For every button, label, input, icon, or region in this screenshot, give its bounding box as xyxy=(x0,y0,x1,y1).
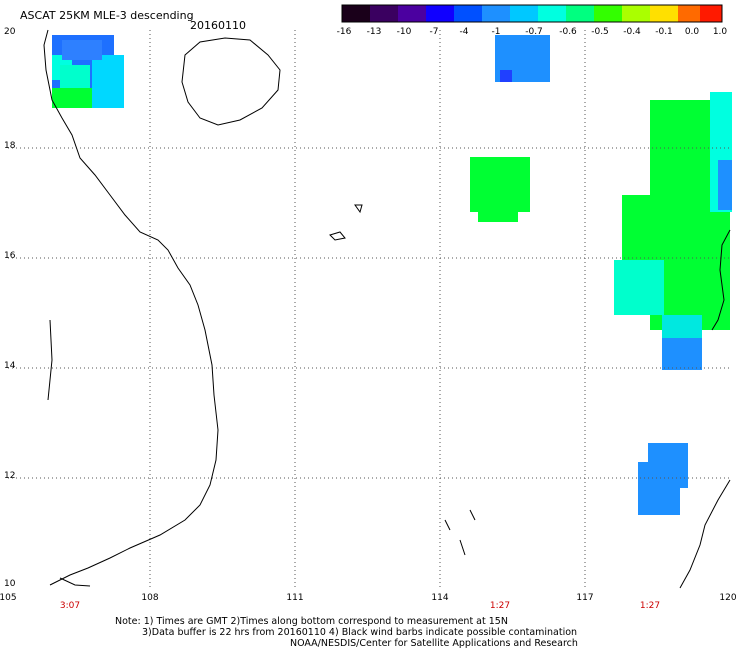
lat-label-12: 12 xyxy=(4,471,16,481)
lat-label-20: 20 xyxy=(4,27,16,37)
time-label: 1:27 xyxy=(639,601,661,611)
colorbar-tick: -16 xyxy=(336,27,352,37)
lon-label-117: 117 xyxy=(576,593,594,603)
colorbar-tick: 1.0 xyxy=(712,27,728,37)
lat-lon-grid xyxy=(8,30,730,588)
lon-label-111: 111 xyxy=(286,593,304,603)
colorbar-tick: -0.1 xyxy=(655,27,673,37)
wind-data-swaths xyxy=(52,35,732,515)
note-line-1: Note: 1) Times are GMT 2)Times along bot… xyxy=(115,616,508,627)
note-line-3: NOAA/NESDIS/Center for Satellite Applica… xyxy=(290,638,578,649)
colorbar-tick: -0.6 xyxy=(559,27,577,37)
colorbar-tick: -13 xyxy=(366,27,382,37)
lat-label-14: 14 xyxy=(4,361,16,371)
colorbar-tick: -4 xyxy=(459,27,469,37)
time-label: 3:07 xyxy=(59,601,81,611)
lon-label-105: 105 xyxy=(0,593,17,603)
colorbar-tick: -0.4 xyxy=(623,27,641,37)
colorbar-tick: -0.5 xyxy=(591,27,609,37)
colorbar-tick: 0.0 xyxy=(684,27,700,37)
map-title: ASCAT 25KM MLE-3 descending xyxy=(20,9,194,22)
coastlines xyxy=(43,29,731,589)
colorbar-tick: -10 xyxy=(396,27,412,37)
colorbar-tick: -7 xyxy=(429,27,439,37)
colorbar-tick: -1 xyxy=(491,27,501,37)
lon-label-120: 120 xyxy=(719,593,737,603)
map-date: 20160110 xyxy=(190,19,246,32)
lat-label-10: 10 xyxy=(4,579,16,589)
lon-label-108: 108 xyxy=(141,593,159,603)
lat-label-16: 16 xyxy=(4,251,16,261)
lat-label-18: 18 xyxy=(4,141,16,151)
time-label: 1:27 xyxy=(489,601,511,611)
colorbar-tick: -0.7 xyxy=(525,27,543,37)
colorbar xyxy=(341,4,723,23)
lon-label-114: 114 xyxy=(431,593,449,603)
note-line-2: 3)Data buffer is 22 hrs from 20160110 4)… xyxy=(142,627,578,638)
